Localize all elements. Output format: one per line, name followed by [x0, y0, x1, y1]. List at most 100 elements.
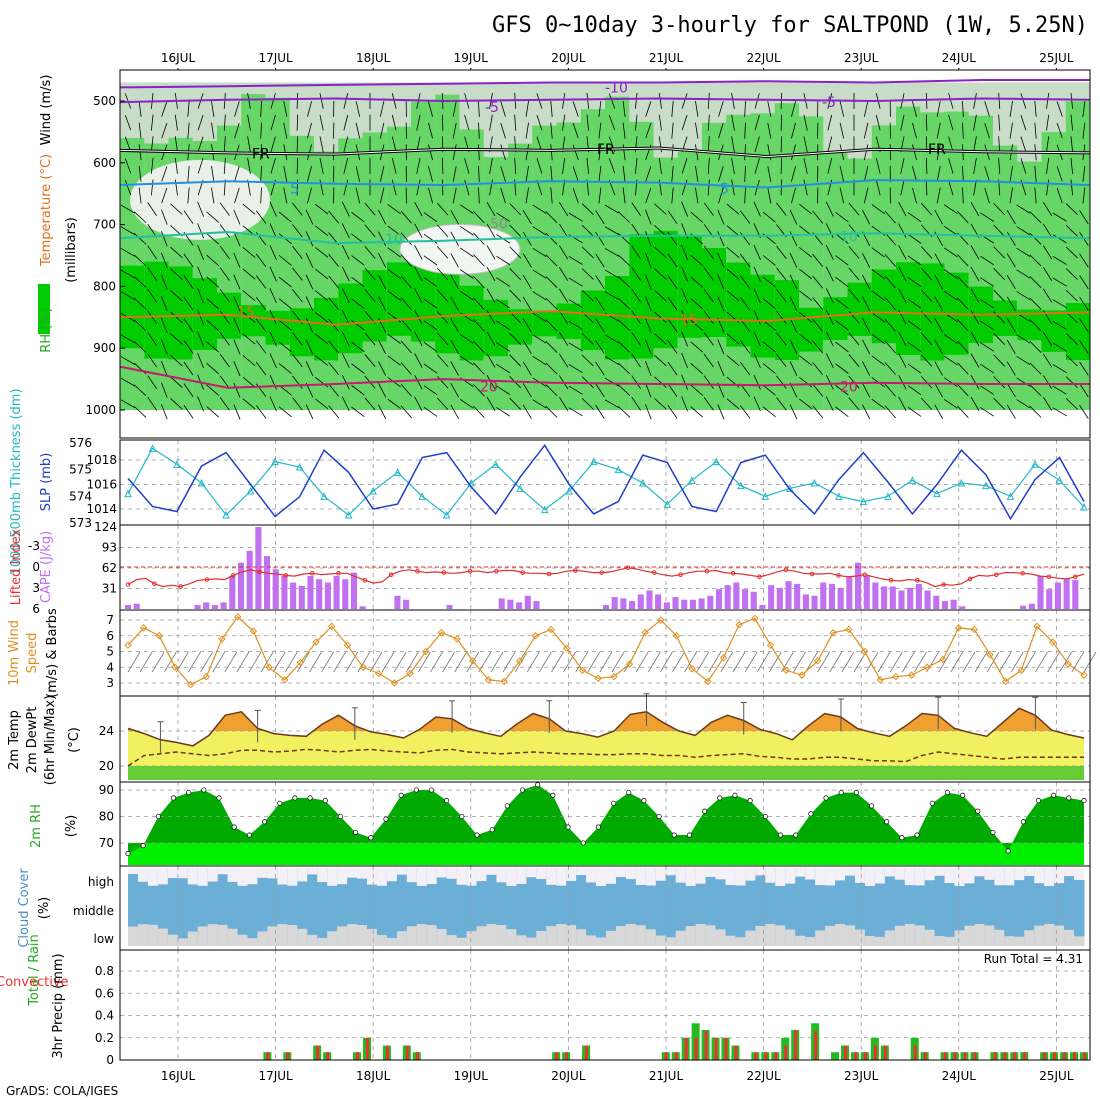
cloud-cell — [874, 868, 886, 946]
wind-barb — [839, 187, 845, 204]
wind-barb — [315, 268, 329, 280]
rh2m-point — [1020, 819, 1026, 825]
cloud-low-gap — [446, 935, 458, 946]
wind-barb — [328, 405, 340, 419]
cloud-low-gap — [147, 924, 159, 946]
wind-barb — [436, 311, 449, 324]
cloud-cell — [765, 868, 776, 946]
wind-axis-label: Wind (m/s) — [39, 75, 54, 146]
wind-barb — [1016, 226, 1031, 236]
cloud-low-gap — [167, 934, 179, 946]
wind10m-point — [986, 650, 994, 659]
wind-barb — [993, 332, 1006, 345]
wind-barb — [247, 93, 251, 109]
cloud-high-gap — [526, 868, 537, 878]
wind-barb — [568, 364, 583, 374]
cloud-cell — [944, 868, 956, 946]
wind-barb-10m — [466, 651, 480, 673]
wind-barb — [522, 274, 532, 290]
wind-barb — [671, 100, 674, 118]
wind10m-point — [939, 655, 947, 664]
cape-bar — [533, 601, 540, 609]
slp-tick-label: 1014 — [86, 502, 117, 516]
rh2m-point — [656, 813, 662, 820]
wind-barb-10m — [345, 651, 359, 673]
wind10m-tick-label: 6 — [106, 629, 114, 643]
wind-barb — [898, 223, 907, 239]
cloud-low-gap — [934, 936, 946, 946]
wind-barb — [970, 288, 980, 303]
wind-barb — [703, 267, 714, 281]
wind10m-point — [531, 632, 540, 640]
wind-barb — [604, 226, 620, 236]
li-point — [625, 565, 631, 571]
wind-barb — [305, 274, 314, 290]
wind-barb — [871, 247, 885, 258]
cloud-cell — [566, 868, 577, 946]
precip-tick-label: 0.8 — [95, 964, 114, 978]
temp2m-axis-label: 2m Temp — [7, 710, 22, 770]
wind-barb — [581, 376, 594, 389]
cloud-high-gap — [157, 868, 169, 885]
li-point — [467, 568, 473, 574]
cloud-low-gap — [854, 929, 866, 946]
precip-conv-bar — [993, 1052, 997, 1060]
wind-barb — [197, 158, 204, 174]
cloud-high-gap — [137, 868, 149, 882]
wind-barb — [681, 201, 688, 217]
wind-barb — [450, 382, 459, 398]
precip-conv-bar — [784, 1045, 788, 1060]
wind-barb — [436, 375, 449, 389]
cloud-cell — [556, 868, 567, 946]
wind-barb-10m — [224, 651, 238, 673]
wind-barb — [450, 274, 459, 290]
wind-barb — [255, 405, 267, 419]
wind-barb — [278, 319, 292, 331]
wind-barb — [717, 404, 725, 420]
wind-barb — [319, 179, 324, 196]
cloud-low-gap — [755, 925, 766, 946]
wind-barb — [133, 211, 147, 223]
cape-bar — [220, 602, 227, 609]
wind-barb — [351, 298, 365, 309]
wind-barb — [452, 122, 457, 139]
wind-barb — [598, 144, 602, 161]
wind-barb — [568, 320, 583, 330]
wind-barb — [278, 298, 292, 310]
wind-barb — [379, 187, 385, 204]
wind-barb — [934, 382, 943, 398]
wind-barb — [545, 276, 558, 288]
thickness-point — [124, 489, 132, 498]
wind-barb — [871, 290, 885, 301]
wind-barb — [907, 255, 922, 266]
wind-barb — [925, 179, 928, 196]
cloud-low-gap — [376, 935, 388, 946]
wind-barb — [604, 399, 620, 409]
wind-barb — [835, 320, 849, 331]
wind-barb — [1016, 269, 1031, 279]
cloud-cell — [586, 868, 597, 946]
cloud-cell — [267, 868, 278, 946]
wind-barb — [1052, 385, 1067, 395]
precip-conv-bar — [316, 1045, 320, 1060]
cloud-cell — [297, 868, 308, 946]
wind-barb — [400, 232, 412, 246]
cloud-high-gap — [735, 868, 746, 886]
wind-barb — [871, 333, 885, 344]
wind-barb — [170, 398, 183, 410]
cape-bar — [602, 605, 610, 609]
wind-barb — [532, 269, 547, 279]
cloud-low-gap — [556, 924, 567, 946]
wind-barb — [654, 398, 667, 410]
wind-barb — [654, 290, 667, 302]
wind-barb — [690, 211, 704, 223]
wind10m-point — [892, 672, 900, 681]
wind-barb — [197, 114, 204, 131]
wind-barb — [292, 202, 303, 216]
rh2m-point — [747, 798, 753, 804]
wind-barb — [150, 179, 154, 196]
cloud-cell — [825, 868, 836, 946]
wind-barb — [1016, 399, 1031, 409]
